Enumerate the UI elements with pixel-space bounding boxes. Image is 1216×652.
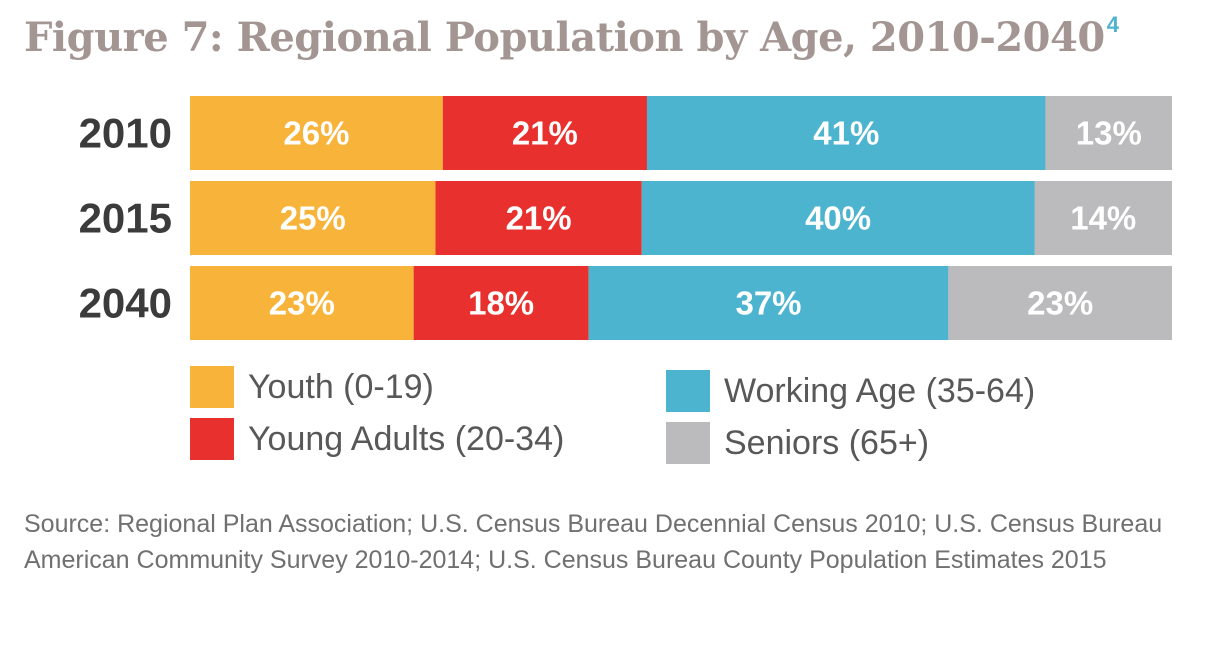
stacked-bar-chart: 2010 26% 21% 41% 13% 2015 25% 21% 40% 14% 2040 23% 1…: [79, 96, 1172, 340]
bar-working-age-2040: [588, 266, 949, 340]
legend-swatch-youth: [190, 366, 234, 408]
bar-young-adults-2010: [442, 96, 647, 170]
bar-label-youth-2010: 26%: [283, 115, 349, 152]
bar-label-seniors-2010: 13%: [1076, 115, 1142, 152]
bar-label-young-adults-2040: 18%: [468, 285, 534, 322]
year-label-2015: 2015: [79, 195, 172, 242]
bar-youth-2010: [190, 96, 443, 170]
legend-item-seniors: Seniors (65+): [666, 422, 929, 464]
legend-swatch-working-age: [666, 370, 710, 412]
bar-seniors-2015: [1034, 181, 1172, 255]
year-label-2010: 2010: [79, 110, 172, 157]
legend-item-young-adults: Young Adults (20-34): [190, 418, 564, 460]
bar-label-young-adults-2010: 21%: [512, 115, 578, 152]
bar-working-age-2015: [641, 181, 1035, 255]
bar-label-seniors-2015: 14%: [1070, 200, 1136, 237]
title-footnote: 4: [1106, 12, 1119, 37]
legend-label-young-adults: Young Adults (20-34): [248, 419, 565, 458]
legend-label-youth: Youth (0-19): [248, 367, 434, 406]
bar-label-working-age-2015: 40%: [805, 200, 871, 237]
chart-title-text: Figure 7: Regional Population by Age, 20…: [24, 14, 1105, 61]
chart-title: Figure 7: Regional Population by Age, 20…: [24, 12, 1119, 61]
legend-label-working-age: Working Age (35-64): [724, 371, 1036, 410]
bar-label-seniors-2040: 23%: [1027, 285, 1093, 322]
year-label-2040: 2040: [79, 280, 172, 327]
bar-youth-2015: [190, 181, 436, 255]
bar-seniors-2040: [948, 266, 1172, 340]
source-note: Source: Regional Plan Association; U.S. …: [24, 510, 1163, 574]
bar-label-young-adults-2015: 21%: [506, 200, 572, 237]
legend-item-youth: Youth (0-19): [190, 366, 434, 408]
legend-label-seniors: Seniors (65+): [724, 423, 930, 462]
bar-label-youth-2040: 23%: [269, 285, 335, 322]
bar-working-age-2010: [646, 96, 1046, 170]
bar-seniors-2010: [1045, 96, 1172, 170]
bar-young-adults-2015: [435, 181, 642, 255]
bar-label-working-age-2010: 41%: [813, 115, 879, 152]
bar-label-youth-2015: 25%: [280, 200, 346, 237]
bar-young-adults-2040: [413, 266, 589, 340]
legend-swatch-seniors: [666, 422, 710, 464]
bar-label-working-age-2040: 37%: [735, 285, 801, 322]
bar-youth-2040: [190, 266, 414, 340]
legend-item-working-age: Working Age (35-64): [666, 370, 1035, 412]
legend-swatch-young-adults: [190, 418, 234, 460]
